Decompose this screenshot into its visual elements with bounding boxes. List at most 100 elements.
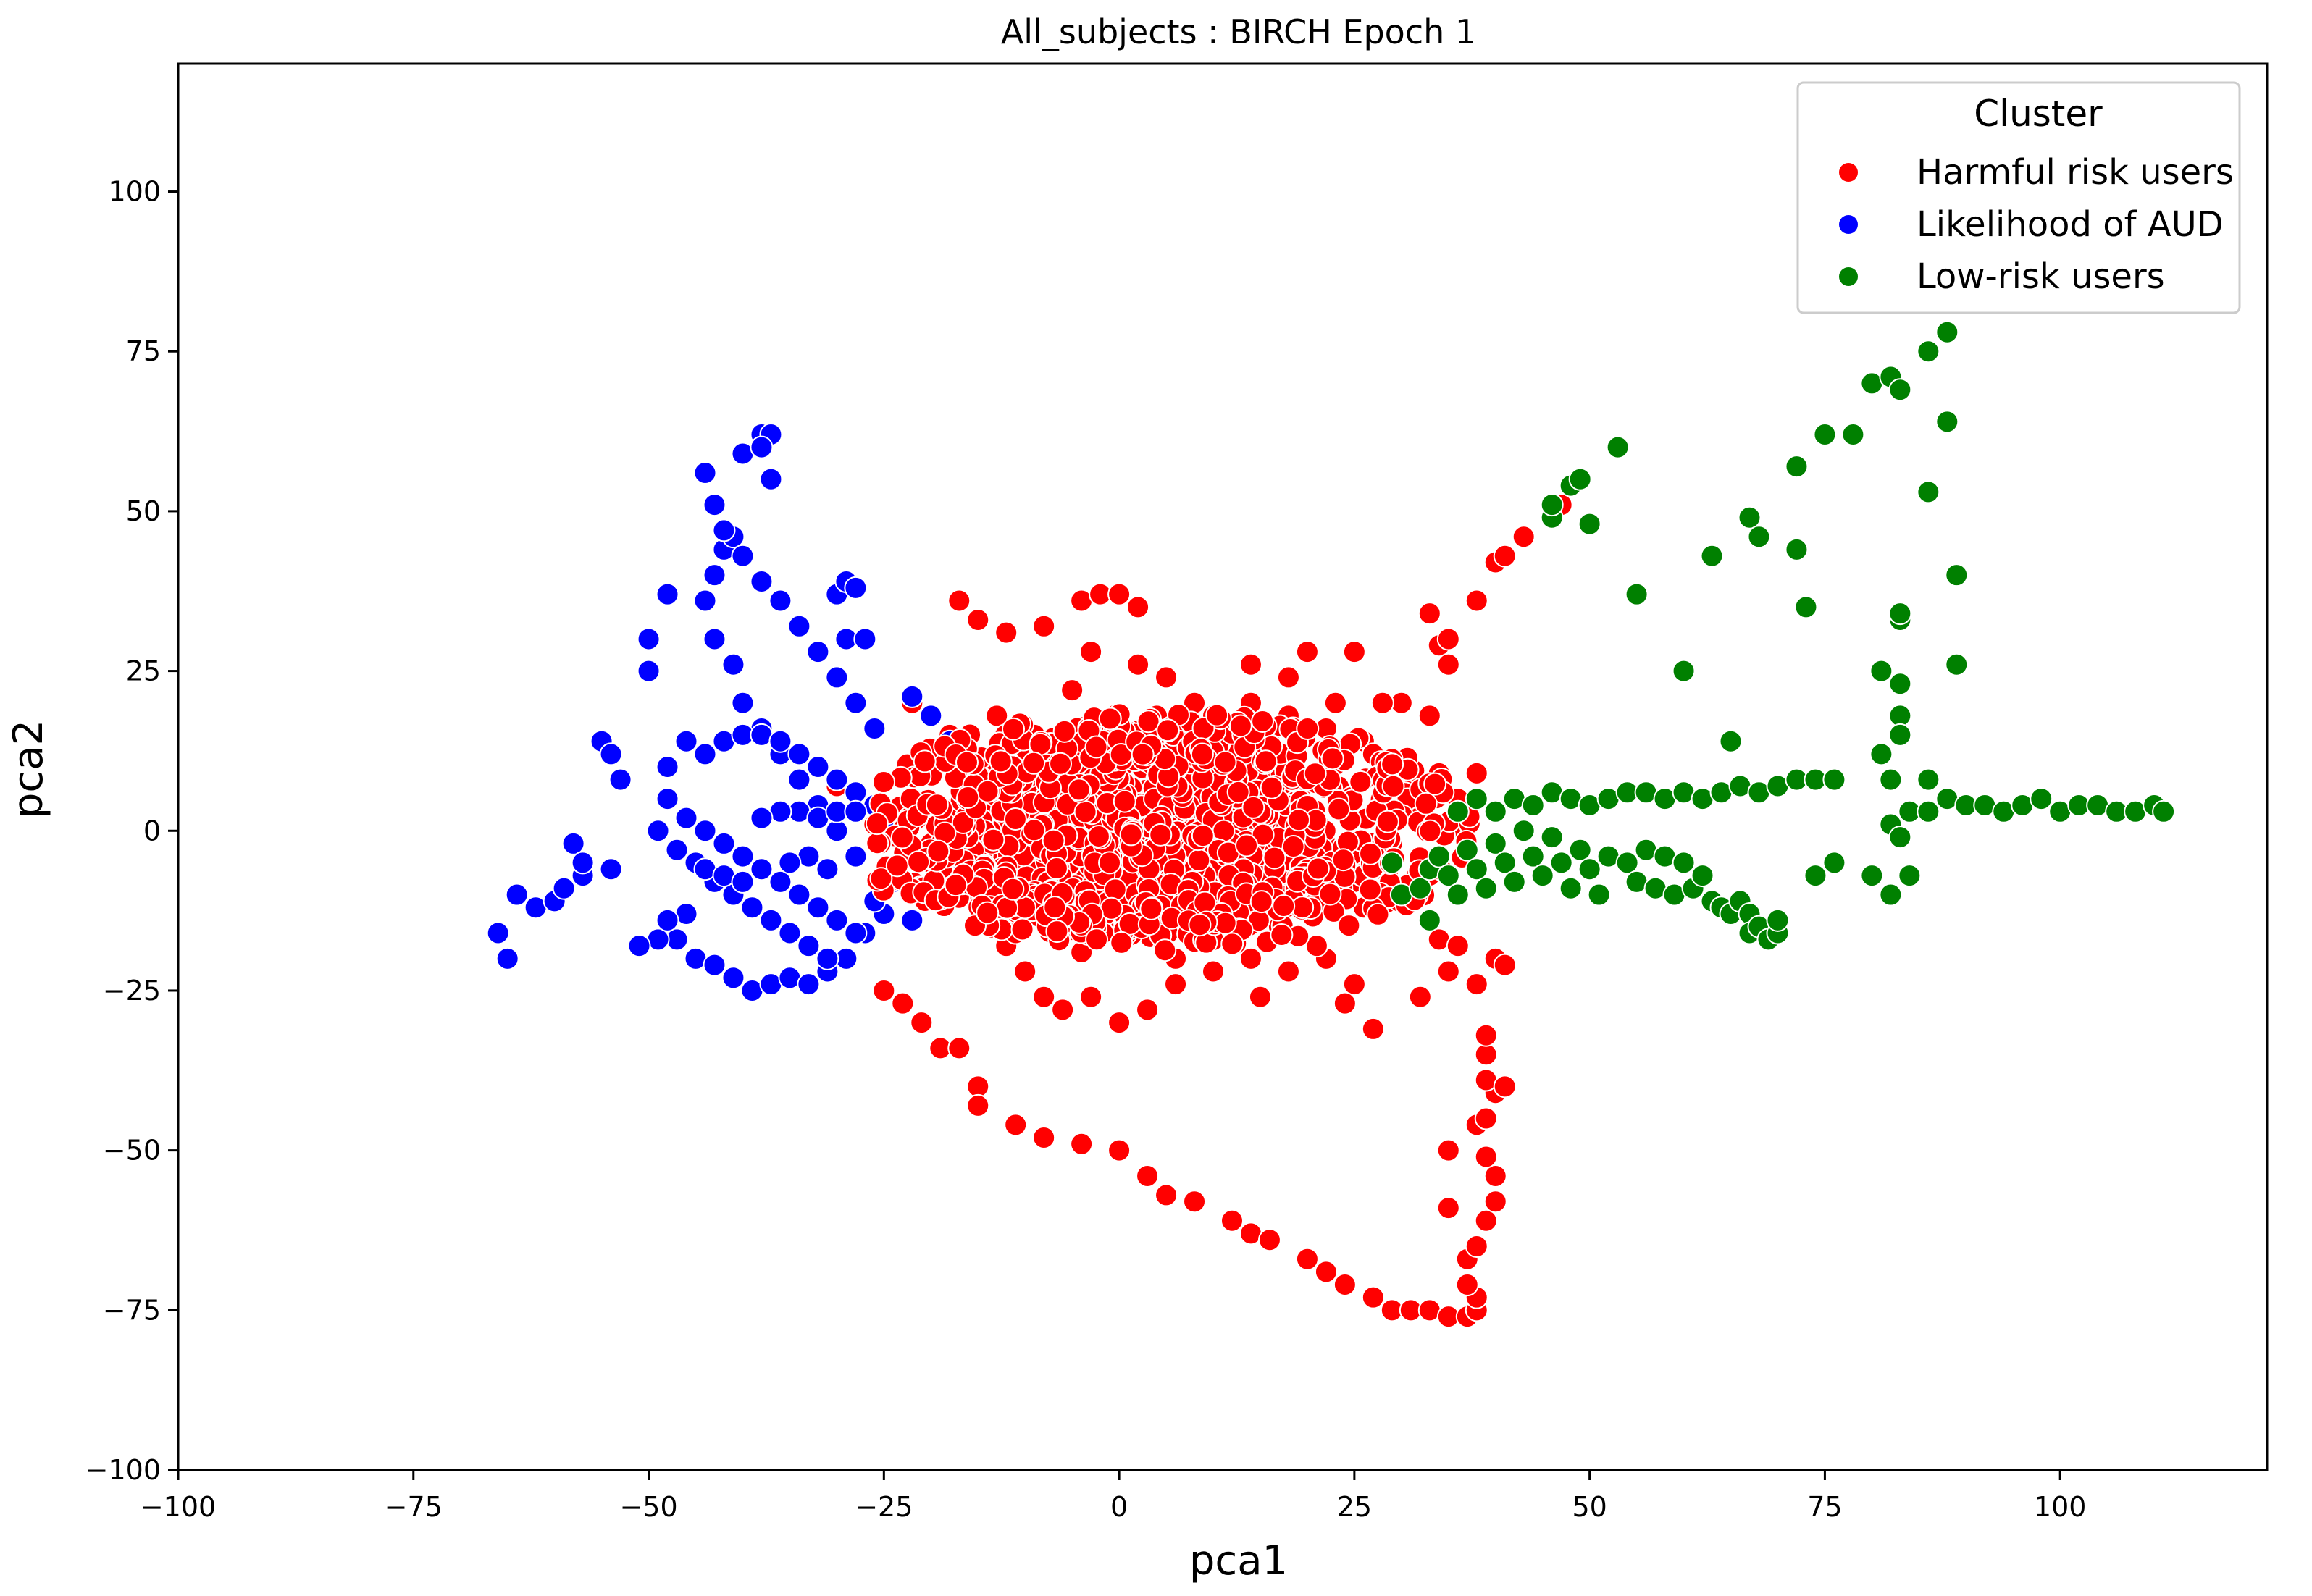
point (1333, 1273, 1357, 1297)
point (703, 627, 726, 651)
point (759, 467, 783, 491)
point (1306, 857, 1330, 881)
y-tick-label: −25 (103, 975, 161, 1007)
point (637, 659, 661, 683)
point (1079, 640, 1103, 664)
point (985, 704, 1009, 728)
point (1804, 864, 1827, 888)
x-tick-label: −25 (855, 1491, 913, 1523)
point (1358, 841, 1382, 865)
point (1032, 985, 1056, 1009)
point (1587, 883, 1611, 907)
point (778, 921, 802, 945)
point (1540, 493, 1564, 517)
point (1296, 717, 1320, 741)
point (1228, 714, 1252, 738)
point (1381, 752, 1404, 776)
x-tick-label: 100 (2034, 1491, 2087, 1523)
point (1032, 1125, 1056, 1149)
x-tick-label: −75 (385, 1491, 443, 1523)
point (1436, 1138, 1460, 1162)
point (1220, 932, 1244, 956)
point (869, 867, 893, 891)
point (1869, 742, 1893, 766)
point (552, 876, 576, 900)
point (1822, 851, 1846, 875)
point (1043, 896, 1067, 920)
point (1483, 799, 1507, 823)
point (1254, 749, 1278, 773)
point (721, 966, 745, 990)
point (853, 627, 877, 651)
point (1512, 525, 1536, 549)
point (1935, 410, 1959, 434)
point (1945, 563, 1969, 587)
point (1286, 808, 1310, 832)
point (1257, 1228, 1281, 1252)
point (1249, 890, 1273, 914)
point (989, 749, 1013, 773)
point (693, 461, 717, 484)
legend-title: Cluster (1974, 93, 2103, 135)
point (693, 589, 717, 613)
point (947, 589, 971, 613)
point (1813, 422, 1837, 446)
point (1785, 455, 1809, 479)
point (872, 770, 896, 794)
point (1474, 1106, 1498, 1130)
point (627, 934, 651, 958)
point (646, 819, 670, 843)
point (1126, 652, 1150, 676)
legend-box (1796, 81, 2241, 314)
point (1060, 679, 1084, 702)
point (1004, 1113, 1028, 1137)
point (1521, 793, 1545, 817)
point (1085, 928, 1109, 952)
point (571, 851, 595, 875)
point (951, 810, 975, 834)
point (1191, 824, 1215, 848)
point (1126, 595, 1150, 619)
point (1136, 998, 1160, 1022)
point (1738, 505, 1762, 529)
point (740, 896, 764, 920)
point (1226, 780, 1250, 804)
point (1251, 823, 1275, 847)
point (693, 742, 717, 766)
point (865, 812, 889, 836)
point (1568, 838, 1592, 862)
point (1187, 849, 1211, 873)
point (1446, 934, 1470, 958)
point (844, 844, 868, 868)
point (1003, 807, 1027, 831)
point (1318, 882, 1342, 906)
point (1917, 768, 1940, 791)
point (1465, 787, 1488, 811)
point (1213, 750, 1237, 774)
point (825, 908, 849, 932)
point (1530, 864, 1554, 888)
y-tick-label: −50 (103, 1135, 161, 1167)
point (1155, 665, 1178, 689)
point (872, 978, 896, 1002)
point (1070, 1132, 1094, 1156)
point (1022, 751, 1046, 775)
point (976, 901, 1000, 925)
point (844, 691, 868, 715)
x-tick-label: −50 (619, 1491, 677, 1523)
point (1164, 973, 1188, 996)
point (1361, 1285, 1385, 1309)
point (816, 857, 839, 881)
point (1241, 795, 1265, 819)
point (1493, 1075, 1517, 1099)
point (1465, 973, 1488, 996)
point (1052, 719, 1076, 743)
point (1107, 582, 1131, 606)
series-harmful-core (865, 702, 1481, 962)
point (787, 614, 811, 638)
point (1188, 913, 1212, 937)
point (731, 691, 755, 715)
point (825, 665, 849, 689)
point (1235, 833, 1259, 857)
